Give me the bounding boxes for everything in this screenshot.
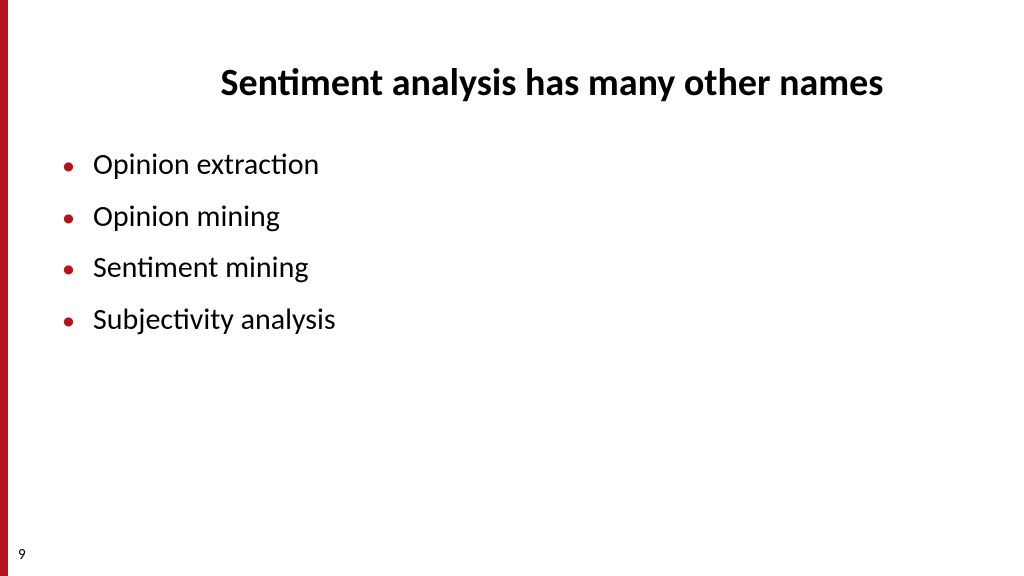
bullet-marker-icon: • — [62, 204, 75, 230]
slide-content: Sentiment analysis has many other names … — [0, 0, 1024, 576]
slide-title: Sentiment analysis has many other names — [40, 60, 984, 106]
page-number: 9 — [18, 546, 26, 564]
bullet-text: Subjectivity analysis — [93, 301, 336, 339]
bullet-text: Sentiment mining — [93, 249, 309, 287]
bullet-marker-icon: • — [62, 255, 75, 281]
list-item: • Opinion mining — [62, 198, 984, 236]
list-item: • Subjectivity analysis — [62, 301, 984, 339]
list-item: • Opinion extraction — [62, 146, 984, 184]
bullet-text: Opinion extraction — [93, 146, 319, 184]
bullet-marker-icon: • — [62, 152, 75, 178]
list-item: • Sentiment mining — [62, 249, 984, 287]
bullet-list: • Opinion extraction • Opinion mining • Senti… — [40, 146, 984, 338]
bullet-marker-icon: • — [62, 307, 75, 333]
bullet-text: Opinion mining — [93, 198, 280, 236]
